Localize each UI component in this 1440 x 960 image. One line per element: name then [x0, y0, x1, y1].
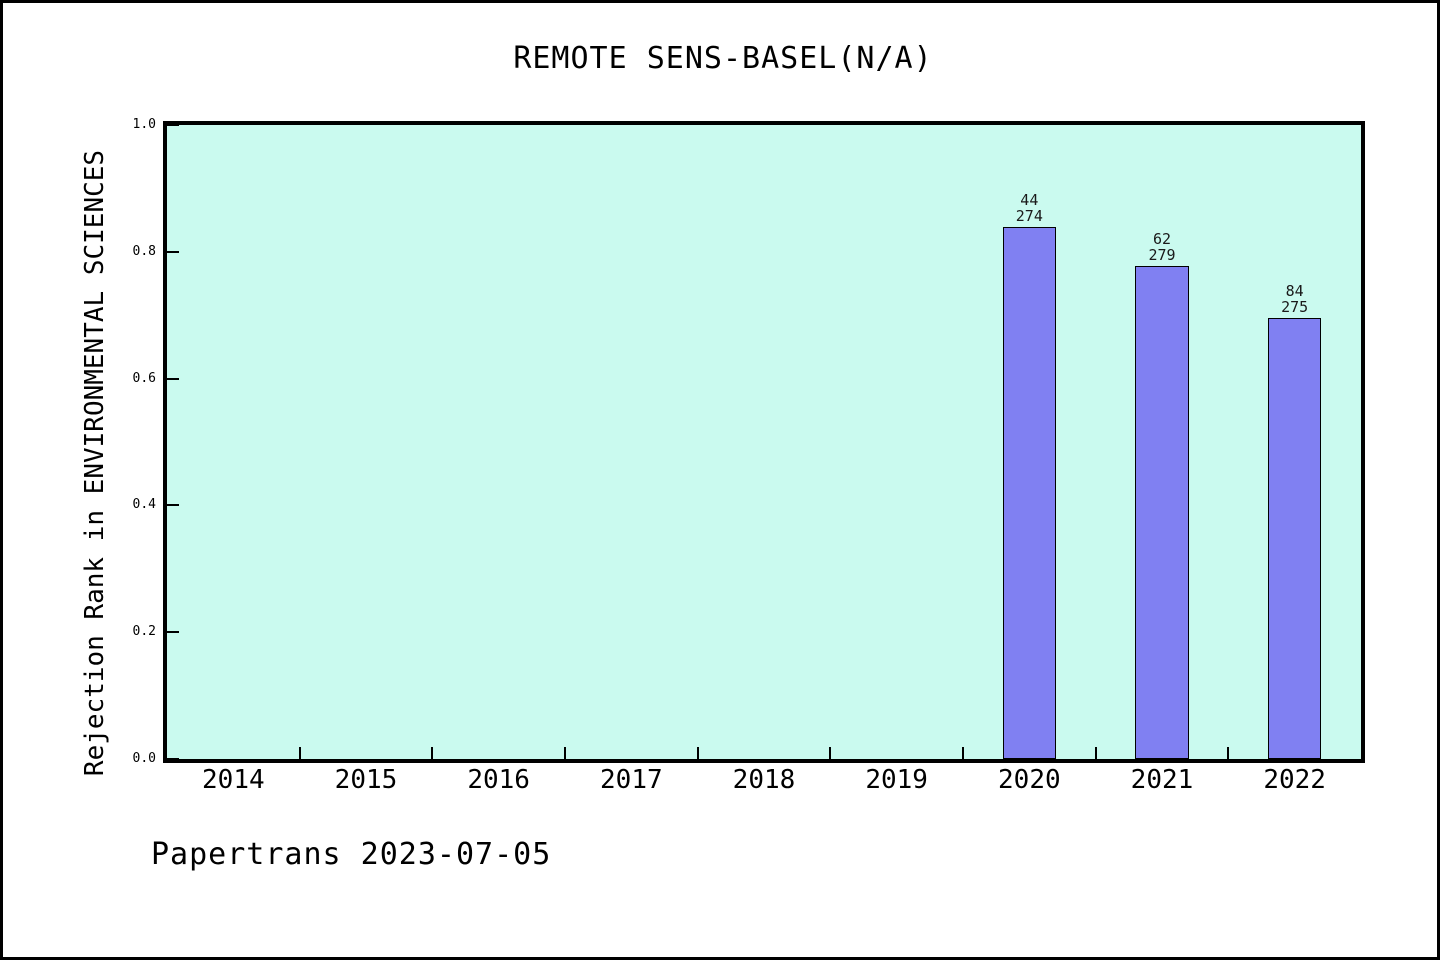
- y-tick-label: 0.6: [132, 370, 156, 386]
- x-tick-label: 2015: [334, 765, 398, 795]
- bar-annotation: 62 279: [1117, 231, 1207, 263]
- y-tick-label: 0.2: [132, 624, 156, 640]
- x-tick-label: 2018: [732, 765, 796, 795]
- bar-annotation: 44 274: [984, 192, 1074, 224]
- y-tick: [167, 504, 179, 507]
- y-tick-label: 1.0: [132, 117, 156, 132]
- x-tick-label: 2020: [998, 765, 1061, 795]
- y-tick: [167, 377, 179, 380]
- bar-annotation-numerator: 84: [1285, 282, 1304, 301]
- y-tick-label: 0.4: [132, 497, 156, 513]
- y-tick-label: 0.0: [132, 751, 156, 766]
- y-tick: [167, 124, 179, 126]
- watermark-text: Papertrans 2023-07-05: [151, 837, 552, 872]
- x-tick: [1094, 747, 1097, 759]
- plot-area: 44 274 62 279 84 275: [163, 121, 1365, 763]
- y-tick-label: 0.8: [132, 243, 156, 259]
- bar-annotation-denominator: 275: [1281, 298, 1309, 317]
- x-tick: [829, 747, 832, 759]
- x-tick-label: 2016: [467, 765, 530, 795]
- x-tick: [1227, 747, 1230, 759]
- x-tick-label: 2014: [202, 765, 265, 795]
- y-tick: [167, 631, 179, 634]
- bar: [1268, 318, 1322, 759]
- x-tick-label: 2022: [1263, 765, 1326, 795]
- x-tick: [696, 747, 699, 759]
- x-tick-label: 2019: [865, 765, 928, 795]
- bar-annotation-numerator: 44: [1020, 191, 1039, 210]
- x-tick: [564, 747, 566, 759]
- bar-annotation-denominator: 279: [1148, 245, 1176, 264]
- x-tick: [962, 747, 964, 759]
- bar-annotation-numerator: 62: [1152, 229, 1172, 248]
- bar-annotation-denominator: 274: [1015, 207, 1043, 226]
- x-tick-label: 2017: [600, 765, 663, 795]
- x-tick: [298, 747, 301, 759]
- y-tick: [167, 758, 179, 760]
- x-tick-label: 2021: [1130, 765, 1194, 795]
- y-axis-label: Rejection Rank in ENVIRONMENTAL SCIENCES: [80, 149, 110, 777]
- bar-annotation: 84 275: [1250, 283, 1340, 315]
- x-tick: [431, 747, 434, 759]
- bar: [1135, 265, 1189, 759]
- y-tick: [167, 250, 179, 253]
- bar: [1002, 227, 1056, 759]
- chart-title: REMOTE SENS-BASEL(N/A): [513, 41, 933, 76]
